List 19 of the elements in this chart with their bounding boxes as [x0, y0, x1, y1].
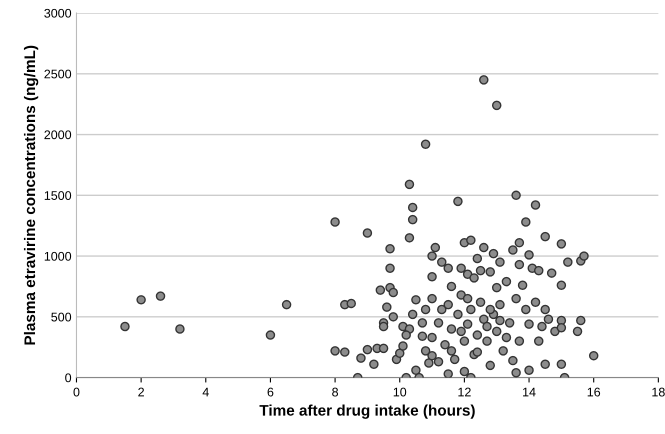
x-tick-label: 18 — [652, 388, 665, 396]
x-tick-label: 10 — [394, 388, 406, 396]
x-tick-label: 0 — [73, 388, 80, 396]
x-tick-label: 4 — [202, 388, 209, 396]
x-axis-title: Time after drug intake (hours) — [259, 404, 475, 419]
y-tick-label: 3000 — [44, 8, 72, 18]
x-tick-label: 16 — [588, 388, 600, 396]
x-tick-label: 2 — [138, 388, 144, 396]
x-tick-label: 14 — [523, 388, 536, 396]
y-tick-label: 2000 — [44, 130, 72, 140]
y-tick-label: 1000 — [44, 252, 72, 261]
y-tick-label: 2500 — [44, 70, 72, 78]
x-tick-label: 8 — [332, 388, 338, 396]
x-tick-label: 6 — [268, 388, 274, 396]
y-tick-label: 0 — [65, 373, 72, 382]
x-tick-label: 12 — [458, 388, 471, 396]
y-axis-title: Plasma etravirine concentrations (ng/mL) — [24, 46, 38, 345]
y-tick-label: 1500 — [44, 191, 72, 200]
y-tick-label: 500 — [51, 312, 72, 322]
